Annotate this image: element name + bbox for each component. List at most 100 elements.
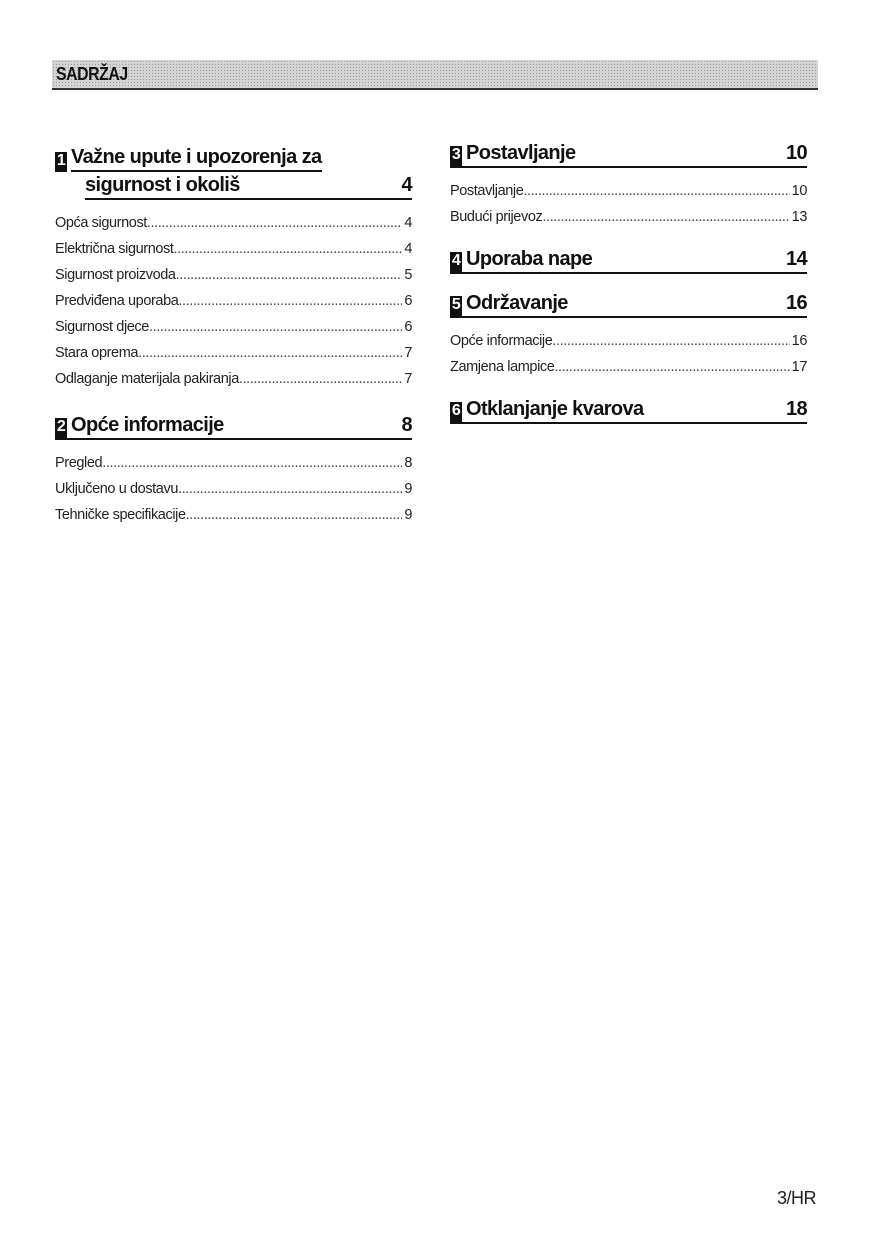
section-page: 10: [785, 142, 808, 164]
section-heading-line2: sigurnost i okoliš 4: [85, 172, 413, 200]
section-heading[interactable]: 3 Postavljanje 10: [450, 140, 808, 166]
entry-label: Sigurnost djece: [55, 319, 149, 335]
toc-entry[interactable]: Postavljanje 10: [450, 178, 807, 204]
section-number-badge: 6: [450, 402, 462, 422]
section-title: Otklanjanje kvarova: [466, 398, 644, 420]
section-heading[interactable]: 4 Uporaba nape 14: [450, 246, 808, 272]
toc-section-3: 3Postavljanje10Postavljanje10Budući prij…: [450, 140, 808, 230]
entry-label: Sigurnost proizvoda: [55, 267, 176, 283]
section-heading[interactable]: 6 Otklanjanje kvarova 18: [450, 396, 808, 422]
section-title: Postavljanje: [466, 142, 576, 164]
toc-entry[interactable]: Tehničke specifikacije 9: [55, 502, 412, 528]
entry-label: Postavljanje: [450, 183, 524, 199]
toc-entry[interactable]: Opće informacije 16: [450, 328, 807, 354]
contents-header-bar: SADRŽAJ: [52, 60, 818, 90]
dot-leader: [174, 236, 403, 262]
section-page: 8: [401, 414, 412, 436]
toc-entry[interactable]: Odlaganje materijala pakiranja 7: [55, 366, 412, 392]
entry-label: Stara oprema: [55, 345, 139, 361]
toc-entry[interactable]: Zamjena lampice 17: [450, 354, 807, 380]
section-title: Održavanje: [466, 292, 568, 314]
entry-label: Tehničke specifikacije: [55, 507, 186, 523]
entry-page: 16: [791, 333, 807, 349]
entry-page: 4: [404, 241, 412, 257]
section-title: Važne upute i upozorenja za: [71, 144, 322, 172]
entry-page: 5: [404, 267, 412, 283]
toc-section-4: 4 Uporaba nape 14: [450, 246, 808, 274]
toc-entry[interactable]: Budući prijevoz 13: [450, 204, 807, 230]
entry-list: Opća sigurnost 4 Električna sigurnost 4 Sigu…: [55, 210, 412, 392]
section-number-badge: 2: [55, 418, 67, 438]
toc-entry[interactable]: Uključeno u dostavu 9: [55, 476, 412, 502]
section-page: 4: [401, 174, 412, 196]
dot-leader: [239, 366, 402, 392]
contents-title: SADRŽAJ: [56, 64, 128, 84]
right-sections: 3Postavljanje10Postavljanje10Budući prij…: [450, 140, 808, 424]
entry-page: 9: [404, 507, 412, 523]
section-page: 14: [785, 248, 808, 270]
entry-label: Pregled: [55, 455, 103, 471]
section-title: Uporaba nape: [466, 248, 593, 270]
dot-leader: [178, 476, 402, 502]
toc-entry[interactable]: Pregled 8: [55, 450, 412, 476]
entry-list: Postavljanje 10 Budući prijevoz 13: [450, 178, 807, 230]
dot-leader: [176, 262, 403, 288]
section-heading[interactable]: 5 Održavanje 16: [450, 290, 808, 316]
section-title-cont: sigurnost i okoliš: [85, 174, 240, 196]
dot-leader: [178, 288, 402, 314]
dot-leader: [102, 450, 402, 476]
toc-right-column: 3Postavljanje10Postavljanje10Budući prij…: [450, 140, 808, 434]
section-page: 16: [785, 292, 808, 314]
entry-page: 7: [404, 345, 412, 361]
entry-page: 7: [404, 371, 412, 387]
entry-page: 9: [404, 481, 412, 497]
entry-page: 6: [404, 293, 412, 309]
dot-leader: [523, 178, 789, 204]
entry-page: 8: [404, 455, 412, 471]
toc-entry[interactable]: Sigurnost proizvoda 5: [55, 262, 412, 288]
entry-page: 4: [404, 215, 412, 231]
toc-entry[interactable]: Sigurnost djece 6: [55, 314, 412, 340]
entry-list: Pregled8Uključeno u dostavu9Tehničke spe…: [55, 450, 412, 528]
entry-label: Odlaganje materijala pakiranja: [55, 371, 239, 387]
toc-entry[interactable]: Opća sigurnost 4: [55, 210, 412, 236]
section-number-badge: 3: [450, 146, 462, 166]
entry-page: 10: [791, 183, 807, 199]
section-heading-row: 6 Otklanjanje kvarova 18: [450, 396, 808, 424]
entry-label: Budući prijevoz: [450, 209, 543, 225]
dot-leader: [554, 354, 789, 380]
section-page: 18: [785, 398, 808, 420]
toc-section-1: 1 Važne upute i upozorenja za sigurnost i…: [55, 144, 413, 392]
section-heading-cont[interactable]: sigurnost i okoliš 4: [85, 172, 413, 198]
section-heading[interactable]: 2 Opće informacije 8: [55, 412, 413, 438]
toc-entry[interactable]: Električna sigurnost 4: [55, 236, 412, 262]
entry-label: Električna sigurnost: [55, 241, 174, 257]
section-heading-row: 4 Uporaba nape 14: [450, 246, 808, 274]
section-heading-row: 5 Održavanje 16: [450, 290, 808, 318]
section-heading[interactable]: 1 Važne upute i upozorenja za: [55, 144, 412, 172]
toc-entry[interactable]: Stara oprema 7: [55, 340, 412, 366]
section-heading-row: 2 Opće informacije 8: [55, 412, 413, 440]
entry-page: 13: [791, 209, 807, 225]
section-number-badge: 5: [450, 296, 462, 316]
toc-entry[interactable]: Predviđena uporaba 6: [55, 288, 412, 314]
dot-leader: [186, 502, 403, 528]
section-number-badge: 1: [55, 152, 67, 172]
entry-label: Opća sigurnost: [55, 215, 147, 231]
section-heading-row: 3 Postavljanje 10: [450, 140, 808, 168]
entry-label: Opće informacije: [450, 333, 553, 349]
toc-section-6: 6 Otklanjanje kvarova 18: [450, 396, 808, 424]
dot-leader: [542, 204, 789, 230]
section-title: Opće informacije: [71, 414, 224, 436]
dot-leader: [149, 314, 402, 340]
entry-page: 6: [404, 319, 412, 335]
entry-page: 17: [791, 359, 807, 375]
entry-label: Predviđena uporaba: [55, 293, 179, 309]
toc-left-column: 1 Važne upute i upozorenja za sigurnost i…: [55, 144, 413, 528]
dot-leader: [138, 340, 402, 366]
dot-leader: [552, 328, 789, 354]
entry-label: Zamjena lampice: [450, 359, 555, 375]
